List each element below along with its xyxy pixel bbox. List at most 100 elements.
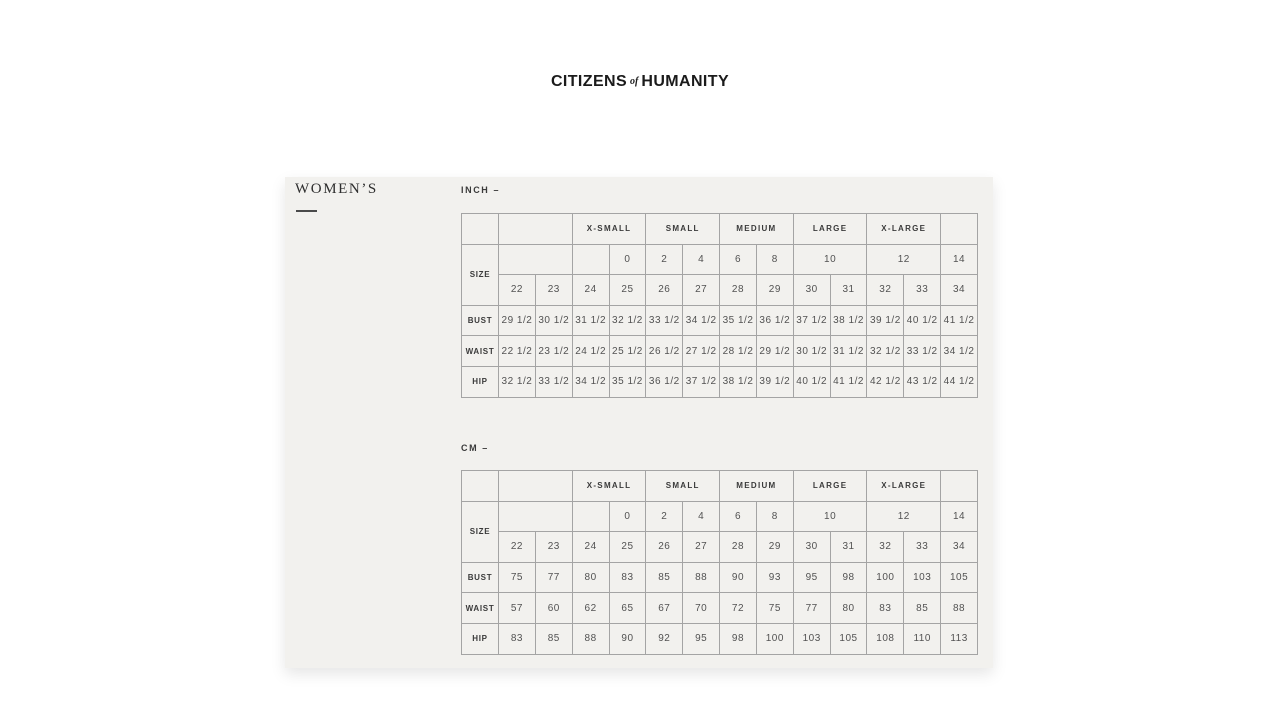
measure-cell: 42 1/2 — [866, 365, 905, 398]
measure-cell: 36 1/2 — [645, 365, 684, 398]
empty-group-cell — [940, 213, 978, 245]
inch-size-row: 22 23 24 25 26 27 28 29 30 31 32 33 34 — [462, 531, 978, 563]
brand-logo-of: of — [630, 76, 639, 87]
measure-cell: 65 — [608, 592, 647, 624]
measure-cell: 37 1/2 — [792, 304, 831, 337]
group-cell-xlarge: X-LARGE — [866, 470, 942, 502]
measure-cell: 33 1/2 — [534, 365, 573, 398]
measure-cell: 41 1/2 — [829, 365, 868, 398]
numeric-size-row: SIZE 0 2 4 6 8 10 12 14 — [461, 243, 978, 306]
size-cell: 31 — [829, 274, 868, 306]
size-cell: 6 — [719, 243, 757, 276]
measure-cell: 30 1/2 — [534, 304, 573, 337]
measure-cell: 93 — [755, 561, 794, 594]
inch-size-row: 22 23 24 25 26 27 28 29 30 31 32 33 34 — [462, 274, 978, 306]
size-cell: 34 — [940, 274, 978, 306]
measure-cell: 105 — [829, 622, 868, 655]
measure-cell: 38 1/2 — [829, 304, 868, 337]
measure-cell: 22 1/2 — [498, 335, 536, 367]
empty-group-cell — [498, 470, 573, 502]
group-cell-xsmall: X-SMALL — [571, 213, 647, 245]
size-cell: 12 — [866, 500, 942, 533]
size-cell: 27 — [682, 274, 721, 306]
measure-cell: 35 1/2 — [608, 365, 647, 398]
brand-logo[interactable]: CITIZENS of HUMANITY — [0, 73, 1280, 91]
measure-cell: 80 — [829, 592, 868, 624]
waist-row: WAIST 57 60 62 65 67 70 72 75 77 80 83 8… — [461, 592, 978, 624]
measure-cell: 83 — [498, 622, 536, 655]
measure-cell: 98 — [719, 622, 757, 655]
size-cell: 26 — [645, 531, 684, 563]
size-cell: 0 — [608, 500, 647, 533]
group-cell-medium: MEDIUM — [719, 213, 794, 245]
measure-cell: 90 — [719, 561, 757, 594]
measure-cell: 85 — [534, 622, 573, 655]
measure-cell: 100 — [755, 622, 794, 655]
measure-row-label: HIP — [461, 622, 499, 655]
size-cell: 25 — [608, 274, 647, 306]
size-cell: 22 — [498, 531, 536, 563]
size-cell: 23 — [534, 274, 573, 306]
numeric-size-row: SIZE 0 2 4 6 8 10 12 14 — [461, 500, 978, 563]
group-cell-medium: MEDIUM — [719, 470, 794, 502]
measure-cell: 62 — [571, 592, 610, 624]
size-row-label: SIZE — [461, 500, 499, 563]
measure-cell: 39 1/2 — [866, 304, 905, 337]
size-cell: 24 — [571, 274, 610, 306]
empty-size-cell — [571, 500, 610, 533]
measure-cell: 98 — [829, 561, 868, 594]
measure-cell: 67 — [645, 592, 684, 624]
corner-cell — [461, 213, 499, 245]
measure-cell: 57 — [498, 592, 536, 624]
measure-cell: 103 — [903, 561, 942, 594]
size-cell: 32 — [866, 531, 905, 563]
size-cell: 10 — [792, 500, 868, 533]
measure-cell: 77 — [534, 561, 573, 594]
size-cell: 8 — [755, 500, 794, 533]
measure-cell: 105 — [940, 561, 978, 594]
measure-cell: 28 1/2 — [719, 335, 757, 367]
size-cell: 8 — [755, 243, 794, 276]
measure-cell: 44 1/2 — [940, 365, 978, 398]
measure-cell: 32 1/2 — [608, 304, 647, 337]
measure-cell: 108 — [866, 622, 905, 655]
size-cell: 27 — [682, 531, 721, 563]
inch-section-label: INCH – — [461, 185, 501, 195]
brand-logo-citizens: CITIZENS — [550, 73, 628, 90]
sidebar-tab-womens[interactable]: WOMEN’S — [295, 181, 378, 197]
measure-cell: 110 — [903, 622, 942, 655]
measure-cell: 60 — [534, 592, 573, 624]
measure-cell: 88 — [940, 592, 978, 624]
size-cell: 2 — [645, 500, 684, 533]
measure-cell: 41 1/2 — [940, 304, 978, 337]
size-cell: 4 — [682, 500, 721, 533]
empty-size-cell — [498, 243, 573, 276]
size-cell: 30 — [792, 274, 831, 306]
measure-cell: 95 — [682, 622, 721, 655]
measure-cell: 32 1/2 — [866, 335, 905, 367]
measure-cell: 100 — [866, 561, 905, 594]
measure-cell: 34 1/2 — [571, 365, 610, 398]
measure-row-label: BUST — [461, 561, 499, 594]
measure-cell: 34 1/2 — [940, 335, 978, 367]
measure-cell: 92 — [645, 622, 684, 655]
size-cell: 32 — [866, 274, 905, 306]
measure-cell: 26 1/2 — [645, 335, 684, 367]
size-cell: 6 — [719, 500, 757, 533]
size-cell: 22 — [498, 274, 536, 306]
size-cell: 29 — [755, 274, 794, 306]
measure-cell: 83 — [866, 592, 905, 624]
bust-row: BUST 29 1/2 30 1/2 31 1/2 32 1/2 33 1/2 … — [461, 304, 978, 337]
size-cell: 0 — [608, 243, 647, 276]
group-header-row: X-SMALL SMALL MEDIUM LARGE X-LARGE — [461, 470, 978, 502]
size-row-label: SIZE — [461, 243, 499, 306]
size-cell: 28 — [719, 531, 757, 563]
measure-row-label: WAIST — [461, 335, 499, 367]
measure-cell: 77 — [792, 592, 831, 624]
measure-cell: 36 1/2 — [755, 304, 794, 337]
measure-cell: 70 — [682, 592, 721, 624]
measure-cell: 25 1/2 — [608, 335, 647, 367]
size-cell: 2 — [645, 243, 684, 276]
group-cell-small: SMALL — [645, 470, 721, 502]
size-cell: 30 — [792, 531, 831, 563]
